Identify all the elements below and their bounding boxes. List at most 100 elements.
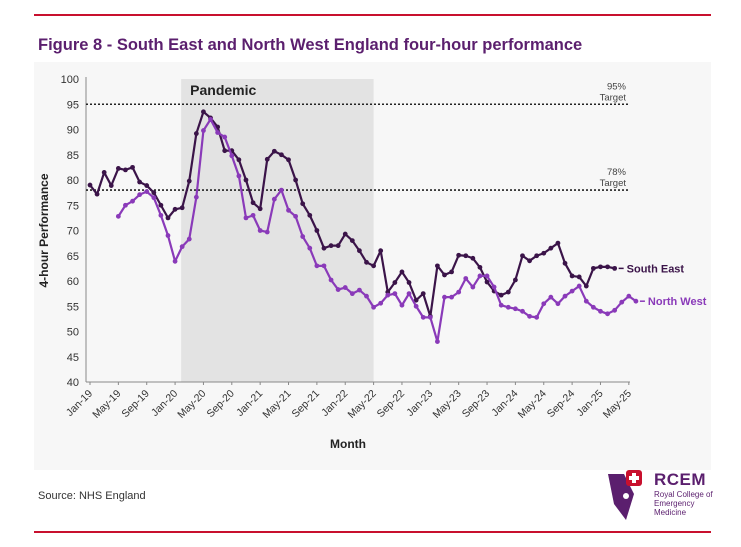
north-west-point (378, 300, 384, 306)
north-west-point (477, 273, 483, 279)
target-label: 95% (607, 81, 627, 92)
south-east-point (123, 167, 128, 173)
south-east-point (413, 297, 419, 303)
south-east-point (137, 179, 143, 185)
south-east-point (399, 269, 405, 275)
south-east-point (335, 243, 341, 249)
south-east-point (165, 215, 171, 221)
north-west-point (279, 187, 284, 193)
x-tick-label: Jan-24 (489, 388, 520, 419)
north-west-point (463, 276, 469, 281)
north-west-point (243, 215, 249, 221)
y-tick-label: 100 (61, 74, 79, 86)
south-east-point (87, 182, 93, 188)
north-west-point (583, 298, 589, 304)
north-west-point (349, 291, 355, 297)
south-east-point (357, 248, 362, 254)
north-west-point (399, 302, 405, 308)
y-tick-label: 80 (67, 175, 79, 187)
south-east-point (186, 178, 192, 184)
figure-title: Figure 8 - South East and North West Eng… (38, 36, 583, 54)
north-west-point (293, 213, 299, 219)
south-east-point (94, 191, 100, 197)
x-tick-label: Jan-25 (574, 388, 605, 419)
south-east-point (271, 148, 277, 154)
south-east-point (201, 109, 206, 115)
south-east-point (151, 190, 157, 196)
x-tick-label: Jan-22 (319, 388, 350, 419)
x-tick-label: Sep-19 (119, 388, 152, 421)
x-tick-label: Jan-20 (149, 388, 180, 419)
north-west-point (512, 306, 518, 312)
pandemic-band (181, 79, 374, 382)
south-east-point (179, 205, 185, 211)
north-west-point (321, 263, 327, 269)
south-east-point (279, 152, 284, 158)
target-label: Target (600, 92, 627, 103)
south-east-point (555, 240, 561, 246)
south-east-point (108, 183, 114, 188)
south-east-point (342, 231, 348, 237)
south-east-point (605, 264, 610, 270)
y-tick-label: 40 (67, 377, 79, 389)
top-accent-rule (34, 14, 711, 16)
y-axis-title: 4-hour Performance (37, 173, 51, 287)
north-west-point (605, 311, 610, 317)
pandemic-label: Pandemic (190, 82, 256, 98)
north-west-point (165, 233, 171, 238)
north-west-point (427, 314, 433, 320)
south-east-point (562, 260, 568, 266)
south-east-point (548, 245, 554, 251)
north-west-point (470, 284, 476, 290)
north-west-point (392, 291, 398, 297)
north-west-point (598, 308, 603, 314)
north-west-point (222, 134, 228, 140)
north-west-point (264, 229, 270, 235)
south-east-point (115, 165, 121, 171)
logo-subtitle: Royal College of Emergency Medicine (654, 490, 713, 517)
south-east-point (442, 272, 447, 278)
north-west-series-label: North West (648, 296, 707, 308)
north-west-point (186, 236, 192, 242)
north-west-point (619, 299, 625, 305)
south-east-point (612, 265, 618, 271)
south-east-point (520, 253, 525, 259)
north-west-point (442, 294, 447, 300)
north-west-point (548, 294, 554, 300)
x-tick-label: Sep-21 (290, 388, 323, 421)
south-east-point (541, 250, 547, 256)
rcem-logo: RCEM Royal College of Emergency Medicine (604, 468, 714, 528)
y-tick-label: 75 (67, 200, 79, 212)
north-west-point (250, 212, 256, 218)
south-east-point (477, 264, 483, 270)
north-west-point (342, 285, 348, 290)
north-west-point (137, 192, 143, 198)
south-east-point (378, 248, 384, 254)
north-west-point (456, 289, 462, 295)
south-east-point (435, 263, 440, 269)
north-west-point (590, 304, 596, 310)
south-east-point (250, 200, 256, 206)
south-east-point (144, 183, 150, 188)
south-east-point (236, 157, 242, 163)
south-east-point (512, 277, 518, 283)
south-east-point (590, 265, 596, 271)
y-tick-label: 85 (67, 150, 79, 162)
x-tick-label: Jan-23 (404, 388, 435, 419)
south-east-point (583, 283, 589, 289)
north-west-point (626, 293, 632, 299)
north-west-point (300, 234, 306, 239)
north-west-point (229, 153, 235, 159)
north-west-point (612, 307, 618, 313)
south-east-point (576, 274, 582, 280)
x-tick-label: Jan-19 (64, 388, 95, 419)
x-tick-label: Sep-20 (204, 388, 237, 421)
south-east-point (484, 279, 490, 285)
north-west-point (123, 202, 128, 208)
south-east-point (172, 206, 178, 212)
north-west-point (314, 263, 320, 269)
south-east-point (222, 148, 228, 154)
target-label: 78% (607, 167, 627, 178)
south-east-point (321, 245, 327, 251)
north-west-point (569, 288, 575, 294)
